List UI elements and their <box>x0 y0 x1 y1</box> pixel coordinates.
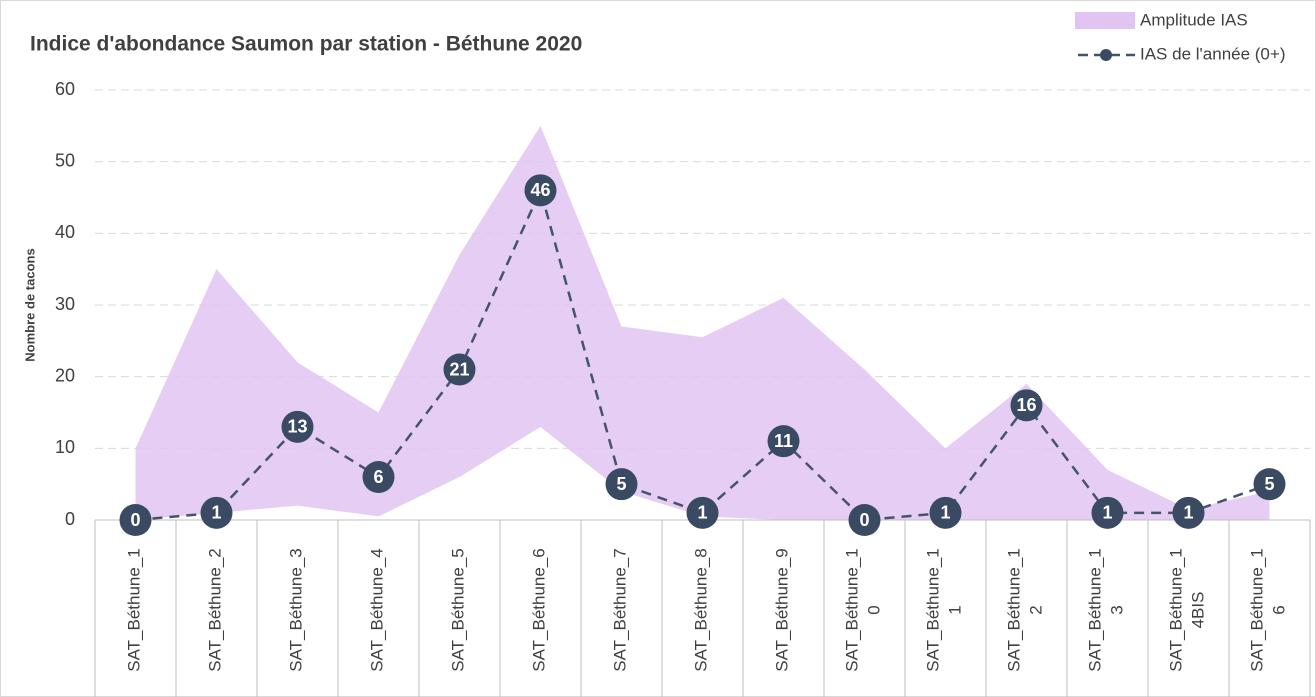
legend-marker <box>1100 49 1112 61</box>
point-marker <box>119 504 152 536</box>
data-label: 1 <box>211 503 221 523</box>
y-tick-label: 10 <box>55 437 75 457</box>
data-label: 6 <box>373 467 383 487</box>
data-label: 1 <box>1102 503 1112 523</box>
data-label: 11 <box>774 431 793 451</box>
point-marker <box>1172 496 1205 529</box>
y-tick-label: 20 <box>55 365 75 385</box>
data-label: 16 <box>1016 395 1036 415</box>
data-label: 1 <box>1183 503 1193 523</box>
data-label: 21 <box>449 359 469 379</box>
point-marker <box>1253 468 1286 501</box>
legend-swatch <box>1075 12 1135 29</box>
point-marker <box>443 353 476 386</box>
point-marker <box>1091 496 1124 529</box>
x-tick-label: SAT_Béthune_1 1 <box>924 548 965 672</box>
x-tick-label: SAT_Béthune_6 <box>530 548 549 672</box>
chart-title: Indice d'abondance Saumon par station - … <box>30 33 582 56</box>
point-marker <box>767 425 800 458</box>
data-label: 46 <box>530 180 550 200</box>
x-tick-label: SAT_Béthune_8 <box>692 548 711 672</box>
x-tick-label: SAT_Béthune_1 4BIS <box>1167 548 1208 672</box>
y-axis-label: Nombre de tacons <box>22 248 37 361</box>
x-tick-label: SAT_Béthune_1 <box>125 548 144 672</box>
y-tick-label: 40 <box>55 222 75 242</box>
point-marker <box>524 174 557 207</box>
point-marker <box>362 461 395 493</box>
x-tick-label: SAT_Béthune_9 <box>773 548 792 672</box>
point-marker <box>686 496 719 529</box>
data-label: 0 <box>859 510 869 530</box>
data-label: 5 <box>616 474 626 494</box>
x-tick-label: SAT_Béthune_1 3 <box>1086 548 1127 672</box>
legend-label: IAS de l'année (0+) <box>1140 44 1285 63</box>
point-marker <box>605 468 638 501</box>
x-tick-label: SAT_Béthune_1 0 <box>843 548 884 672</box>
data-label: 5 <box>1264 474 1274 494</box>
x-tick-label: SAT_Béthune_2 <box>206 548 225 672</box>
x-tick-label: SAT_Béthune_7 <box>611 548 630 672</box>
data-label: 1 <box>940 503 950 523</box>
x-tick-label: SAT_Béthune_3 <box>287 548 306 672</box>
y-tick-label: 50 <box>55 150 75 170</box>
legend-label: Amplitude IAS <box>1140 10 1248 29</box>
y-tick-label: 30 <box>55 294 75 314</box>
point-marker <box>848 504 881 536</box>
x-tick-label: SAT_Béthune_4 <box>368 548 387 672</box>
x-tick-label: SAT_Béthune_1 2 <box>1005 548 1046 672</box>
point-marker <box>200 496 233 529</box>
data-label: 1 <box>697 503 707 523</box>
point-marker <box>281 410 314 443</box>
y-tick-label: 0 <box>65 509 75 529</box>
x-tick-label: SAT_Béthune_5 <box>449 548 468 672</box>
data-label: 0 <box>130 510 140 530</box>
data-label: 13 <box>287 417 307 437</box>
x-tick-label: SAT_Béthune_1 6 <box>1248 548 1289 672</box>
y-tick-label: 60 <box>55 79 75 99</box>
point-marker <box>929 496 962 529</box>
point-marker <box>1010 389 1043 422</box>
